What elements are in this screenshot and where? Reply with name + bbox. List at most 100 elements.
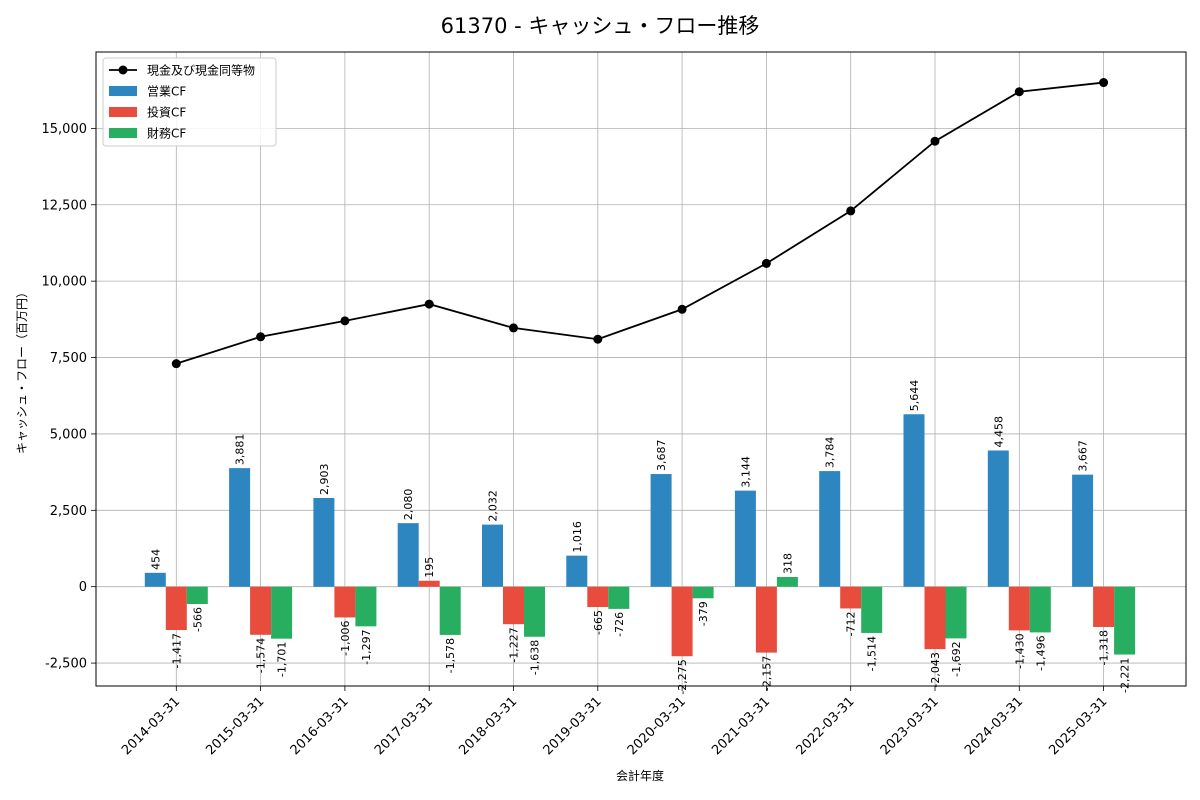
cash-point: [340, 316, 350, 326]
bar-value-label: -1,318: [1098, 630, 1111, 665]
bar-value-label: 3,144: [739, 456, 752, 488]
bar-財務CF: [945, 586, 967, 639]
bar-財務CF: [355, 586, 377, 627]
x-axis-label: 会計年度: [616, 768, 664, 783]
bar-営業CF: [819, 471, 841, 587]
y-tick-label: 15,000: [42, 122, 88, 137]
y-tick-label: 10,000: [42, 275, 88, 290]
bar-営業CF: [1072, 474, 1094, 587]
bar-value-label: 5,644: [908, 380, 921, 412]
bar-value-label: -1,574: [255, 638, 268, 673]
legend-box: [102, 57, 277, 147]
bar-財務CF: [692, 586, 714, 599]
plot-frame: [95, 51, 1187, 687]
bar-value-label: 454: [149, 549, 162, 570]
y-tick-label: 12,500: [42, 198, 88, 213]
cash-point: [424, 299, 434, 309]
bar-value-label: -1,297: [360, 629, 373, 664]
bar-投資CF: [1093, 586, 1115, 627]
bar-財務CF: [439, 586, 461, 635]
bar-投資CF: [671, 586, 693, 657]
data-labels-group: 454 3,881 2,903 2,080 2,032 1,016 3,687 3,144 3,…: [149, 380, 1131, 695]
legend-entry-label: 投資CF: [147, 105, 186, 120]
bar-value-label: -1,578: [444, 638, 457, 673]
cash-point: [846, 206, 856, 216]
bar-財務CF: [861, 586, 883, 633]
bar-value-label: -1,430: [1013, 633, 1026, 668]
bar-value-label: -726: [613, 612, 626, 637]
bar-投資CF: [250, 586, 272, 635]
cash-point: [509, 323, 518, 333]
bar-営業CF: [566, 555, 588, 587]
bar-value-label: 2,032: [487, 490, 500, 522]
bar-投資CF: [924, 586, 946, 650]
bars-group: [144, 414, 1136, 657]
bar-value-label: 3,881: [234, 434, 247, 466]
y-tick-label: 5,000: [50, 427, 87, 442]
bar-営業CF: [903, 414, 925, 587]
bar-value-label: 3,784: [824, 437, 837, 469]
legend-entry-label: 営業CF: [147, 85, 186, 99]
cash-point: [256, 332, 266, 342]
bar-value-label: -379: [697, 601, 710, 626]
bar-value-label: 2,080: [402, 489, 415, 521]
cash-point: [761, 258, 771, 268]
y-tick-label: -2,500: [45, 657, 87, 672]
cash-line-group: [171, 78, 1109, 369]
bar-value-label: -665: [592, 610, 605, 635]
bar-投資CF: [1008, 586, 1030, 631]
bar-value-label: -1,514: [866, 636, 879, 671]
bar-value-label: -1,227: [508, 627, 521, 662]
bar-value-label: -2,275: [676, 659, 689, 694]
bar-営業CF: [229, 468, 251, 587]
bar-value-label: 318: [781, 553, 794, 574]
bar-財務CF: [1114, 586, 1136, 655]
bar-value-label: 195: [423, 557, 436, 578]
bar-投資CF: [840, 586, 862, 609]
bar-value-label: -1,701: [276, 642, 289, 677]
bar-value-label: -712: [845, 611, 858, 636]
bar-財務CF: [524, 586, 545, 637]
cash-point: [171, 359, 181, 369]
bar-value-label: 3,687: [655, 440, 668, 472]
y-axis-label: キャッシュ・フロー（百万円）: [15, 286, 29, 454]
bar-value-label: 3,667: [1077, 440, 1090, 472]
bar-value-label: -566: [191, 607, 204, 632]
legend-entry-label: 現金及び現金同等物: [147, 63, 255, 78]
y-tick-label: 7,500: [50, 351, 87, 366]
bar-value-label: 1,016: [571, 521, 584, 553]
bar-value-label: -1,417: [170, 633, 183, 668]
bar-営業CF: [482, 524, 503, 587]
legend-bar-swatch: [109, 107, 137, 117]
cash-point: [1099, 78, 1109, 88]
cash-equivalents-line: [176, 81, 1104, 365]
bar-営業CF: [144, 572, 166, 587]
cash-point: [593, 334, 603, 344]
bar-営業CF: [987, 450, 1009, 587]
legend-bar-swatch: [109, 128, 137, 138]
bar-財務CF: [776, 576, 798, 587]
cash-point: [677, 304, 687, 314]
bar-value-label: -2,043: [929, 652, 942, 687]
bar-財務CF: [186, 586, 208, 604]
legend-entry-label: 財務CF: [147, 126, 186, 141]
legend-bar-swatch: [109, 86, 137, 96]
bar-投資CF: [334, 586, 356, 618]
y-tick-label: 2,500: [50, 504, 87, 519]
bar-value-label: -1,006: [339, 620, 352, 655]
legend-marker: [118, 65, 128, 75]
bar-投資CF: [755, 586, 777, 653]
bar-財務CF: [1029, 586, 1051, 633]
bar-財務CF: [608, 586, 630, 609]
chart-title: 61370 - キャッシュ・フロー推移: [441, 14, 760, 38]
cash-point: [1014, 87, 1024, 97]
bar-財務CF: [271, 586, 293, 639]
bar-value-label: 2,903: [318, 463, 331, 495]
cash-point: [930, 136, 940, 146]
bar-value-label: -2,157: [760, 656, 773, 691]
bar-投資CF: [587, 586, 609, 608]
grid-lines: [96, 52, 1186, 686]
bar-投資CF: [165, 586, 187, 630]
